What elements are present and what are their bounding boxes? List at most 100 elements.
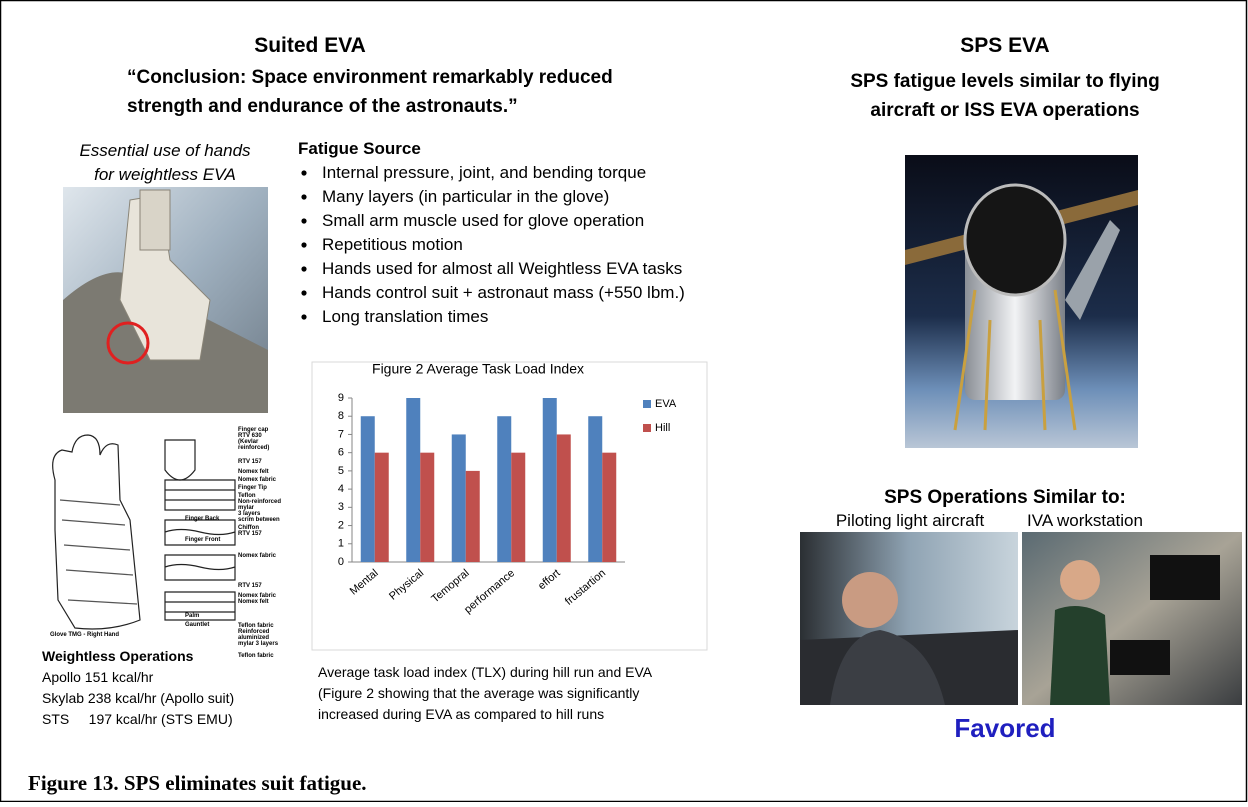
ops-lines: Apollo 151 kcal/hr Skylab 238 kcal/hr (Ap…	[42, 669, 234, 727]
fatigue-item: Internal pressure, joint, and bending to…	[322, 163, 646, 182]
glove-label: Nomex fabric	[238, 593, 277, 599]
fatigue-item: Hands control suit + astronaut mass (+55…	[322, 283, 685, 302]
bar	[602, 452, 617, 562]
ops-line: Skylab 238 kcal/hr (Apollo suit)	[42, 690, 234, 706]
chart-caption-line: (Figure 2 showing that the average was s…	[318, 685, 639, 701]
glove-label: Palm	[185, 613, 199, 619]
legend-swatch	[643, 424, 651, 432]
y-tick-label: 9	[338, 392, 344, 404]
glove-label: Nomex fabric	[238, 553, 277, 559]
fatigue-list: Internal pressure, joint, and bending to…	[301, 163, 685, 326]
aircraft-photo	[800, 532, 1018, 705]
hands-caption: for weightless EVA	[94, 165, 236, 184]
chart-title: Figure 2 Average Task Load Index	[372, 361, 584, 377]
bar	[406, 398, 421, 562]
glove-label: Teflon fabric	[238, 653, 274, 659]
legend-swatch	[643, 400, 651, 408]
bar	[497, 416, 512, 562]
glove-label: Chiffon	[238, 525, 259, 531]
glove-label: RTV 157	[238, 531, 262, 537]
bullet	[301, 242, 307, 248]
bullet	[301, 266, 307, 272]
bullet	[301, 314, 307, 320]
glove-label: Finger cap	[238, 427, 269, 433]
y-tick-label: 0	[338, 556, 344, 568]
right-subtitle: aircraft or ISS EVA operations	[870, 100, 1139, 121]
glove-label: 3 layers	[238, 511, 261, 517]
bar	[451, 434, 466, 562]
bar	[465, 470, 480, 562]
bar	[374, 452, 389, 562]
left-title: Suited EVA	[254, 34, 366, 57]
bullet	[301, 218, 307, 224]
glove-label: Non-reinforced	[238, 499, 281, 505]
glove-diagram	[52, 434, 236, 630]
sps-photo	[905, 155, 1138, 448]
glove-label: Teflon	[238, 493, 256, 499]
bar	[542, 398, 557, 562]
glove-label: (Kevlar	[238, 439, 259, 445]
glove-label: RTV 157	[238, 583, 262, 589]
quote-line: “Conclusion: Space environment remarkabl…	[127, 67, 613, 88]
y-tick-label: 1	[338, 538, 344, 550]
hands-caption: Essential use of hands	[79, 141, 251, 160]
glove-label: Nomex felt	[238, 469, 269, 475]
glove-label: Finger Tip	[238, 485, 267, 491]
quote-line: strength and endurance of the astronauts…	[127, 96, 518, 117]
y-tick-label: 5	[338, 465, 344, 477]
glove-label: Finger Front	[185, 537, 220, 543]
glove-label: Nomex felt	[238, 599, 269, 605]
glove-label: RTV 157	[238, 459, 262, 465]
figure-caption: Figure 13. SPS eliminates suit fatigue.	[28, 771, 367, 795]
glove-label: RTV 630	[238, 433, 262, 439]
glove-label: aluminized	[238, 635, 269, 641]
y-tick-label: 3	[338, 501, 344, 513]
fatigue-item: Hands used for almost all Weightless EVA…	[322, 259, 682, 278]
glove-label: Nomex fabric	[238, 477, 277, 483]
iva-photo	[1022, 532, 1242, 705]
bullet	[301, 170, 307, 176]
glove-label: scrim between	[238, 517, 280, 523]
chart-caption-line: Average task load index (TLX) during hil…	[318, 664, 653, 680]
glove-label: mylar	[238, 505, 255, 511]
fatigue-item: Many layers (in particular in the glove)	[322, 187, 609, 206]
legend-label: Hill	[655, 422, 670, 434]
eva-photo	[63, 187, 268, 413]
bullet	[301, 290, 307, 296]
verdict: Favored	[954, 713, 1055, 743]
right-subtitle: SPS fatigue levels similar to flying	[850, 71, 1159, 92]
glove-label: Reinforced	[238, 629, 270, 635]
ops-line: STS 197 kcal/hr (STS EMU)	[42, 711, 233, 727]
chart-caption: Average task load index (TLX) during hil…	[318, 664, 653, 722]
fatigue-item: Repetitious motion	[322, 235, 463, 254]
bar	[511, 452, 526, 562]
bar	[556, 434, 571, 562]
ops-left-label: Piloting light aircraft	[836, 511, 985, 530]
ops-title: Weightless Operations	[42, 648, 194, 664]
fatigue-item: Small arm muscle used for glove operatio…	[322, 211, 644, 230]
ops-line: Apollo 151 kcal/hr	[42, 669, 154, 685]
bar	[360, 416, 375, 562]
y-tick-label: 6	[338, 447, 344, 459]
bullet	[301, 194, 307, 200]
bar	[420, 452, 435, 562]
ops-right-label: IVA workstation	[1027, 511, 1143, 530]
right-title: SPS EVA	[960, 34, 1049, 57]
glove-label: Finger Back	[185, 516, 220, 522]
glove-label: Gauntlet	[185, 622, 209, 628]
legend-label: EVA	[655, 398, 677, 410]
chart-caption-line: increased during EVA as compared to hill…	[318, 706, 604, 722]
bar	[588, 416, 603, 562]
y-tick-label: 8	[338, 410, 344, 422]
fatigue-title: Fatigue Source	[298, 139, 421, 158]
fatigue-item: Long translation times	[322, 307, 488, 326]
glove-label: Teflon fabric	[238, 623, 274, 629]
glove-label: Glove TMG - Right Hand	[50, 632, 119, 638]
y-tick-label: 7	[338, 428, 344, 440]
glove-label: reinforced)	[238, 445, 269, 451]
y-tick-label: 2	[338, 519, 344, 531]
